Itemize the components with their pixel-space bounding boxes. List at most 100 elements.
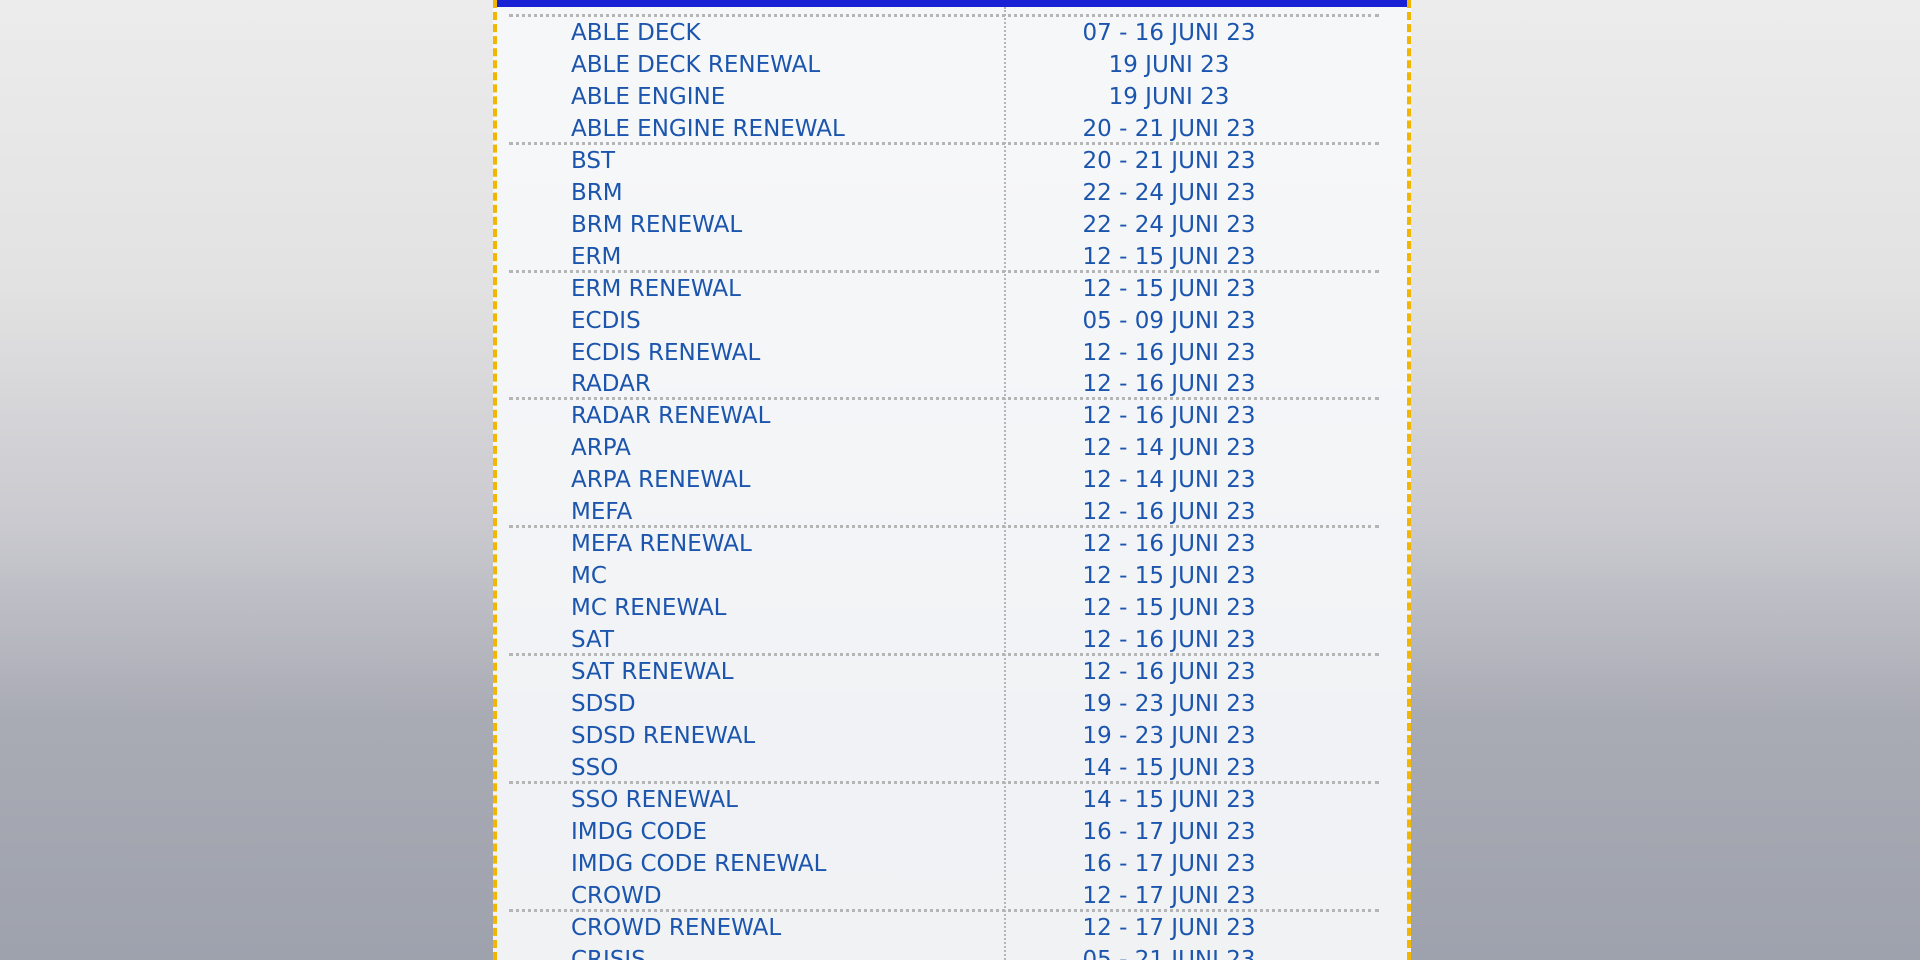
course-date: 12 - 17 JUNI 23 [1082,914,1256,941]
schedule-panel: ABLE DECK 07 - 16 JUNI 23 ABLE DECK RENEWA… [493,0,1411,960]
course-date: 16 - 17 JUNI 23 [1082,818,1256,845]
row-separator [509,525,1379,529]
course-name: MC RENEWAL [571,595,727,622]
course-name: CROWD [571,882,662,909]
table-row: CROWD 12 - 17 JUNI 23 [497,880,1407,912]
course-name: ARPA RENEWAL [571,467,751,494]
course-date: 12 - 16 JUNI 23 [1082,659,1256,685]
table-row: ERM 12 - 15 JUNI 23 [497,241,1407,273]
course-name: ARPA [571,435,631,462]
table-row: MEFA RENEWAL 12 - 16 JUNI 23 [497,528,1407,560]
course-name: BRM RENEWAL [571,211,743,238]
course-name: SDSD [571,690,636,717]
table-row: ECDIS 05 - 09 JUNI 23 [497,305,1407,337]
course-date: 22 - 24 JUNI 23 [1082,179,1256,206]
column-divider [1004,7,1006,960]
course-date: 12 - 17 JUNI 23 [1082,882,1256,909]
course-date: 19 JUNI 23 [1108,83,1230,110]
course-name: CRISIS [571,946,646,960]
course-name: IMDG CODE RENEWAL [571,850,827,877]
course-name: RADAR RENEWAL [571,403,771,430]
table-row: CROWD RENEWAL 12 - 17 JUNI 23 [497,912,1407,944]
table-row: SDSD 19 - 23 JUNI 23 [497,688,1407,720]
course-name: SSO [571,754,619,781]
row-separator [509,908,1379,912]
table-row: BRM 22 - 24 JUNI 23 [497,177,1407,209]
course-name: ABLE DECK [571,20,701,46]
course-date: 12 - 15 JUNI 23 [1082,275,1256,302]
table-row: SAT 12 - 16 JUNI 23 [497,624,1407,656]
course-name: ECDIS [571,307,641,334]
course-name: ABLE DECK RENEWAL [571,51,821,78]
row-separator [509,397,1379,401]
table-row: BRM RENEWAL 22 - 24 JUNI 23 [497,209,1407,241]
course-name: BRM [571,179,623,206]
row-separator [509,14,1379,17]
course-name: MC [571,563,607,590]
course-date: 19 - 23 JUNI 23 [1082,722,1256,749]
course-date: 12 - 14 JUNI 23 [1082,435,1256,462]
table-row: ARPA RENEWAL 12 - 14 JUNI 23 [497,464,1407,496]
course-date: 12 - 16 JUNI 23 [1082,627,1256,654]
table-row: BST 20 - 21 JUNI 23 [497,145,1407,177]
course-name: ABLE ENGINE RENEWAL [571,115,845,142]
table-row: IMDG CODE RENEWAL 16 - 17 JUNI 23 [497,848,1407,880]
course-name: BST [571,147,616,174]
table-row: MEFA 12 - 16 JUNI 23 [497,496,1407,528]
course-date: 14 - 15 JUNI 23 [1082,786,1256,813]
table-row: MC 12 - 15 JUNI 23 [497,560,1407,592]
course-date: 14 - 15 JUNI 23 [1082,754,1256,781]
course-name: ERM [571,243,622,270]
course-name: ECDIS RENEWAL [571,339,761,366]
row-separator [509,780,1379,784]
course-date: 12 - 14 JUNI 23 [1082,467,1256,494]
table-row: SAT RENEWAL 12 - 16 JUNI 23 [497,656,1407,688]
course-name: SAT RENEWAL [571,659,734,685]
course-date: 16 - 17 JUNI 23 [1082,850,1256,877]
course-date: 12 - 15 JUNI 23 [1082,243,1256,270]
row-separator [509,141,1379,145]
course-date: 05 - 21 JUNI 23 [1082,946,1256,960]
course-name: IMDG CODE [571,818,707,845]
table-row: ARPA 12 - 14 JUNI 23 [497,432,1407,464]
course-date: 12 - 16 JUNI 23 [1082,499,1256,526]
table-row: ABLE DECK 07 - 16 JUNI 23 [497,17,1407,49]
course-name: SAT [571,627,615,654]
top-bar [497,0,1407,7]
course-date: 07 - 16 JUNI 23 [1082,20,1256,46]
course-date: 12 - 15 JUNI 23 [1082,595,1256,622]
course-name: MEFA [571,499,633,526]
course-date: 20 - 21 JUNI 23 [1082,147,1256,174]
course-date: 12 - 16 JUNI 23 [1082,339,1256,366]
course-date: 20 - 21 JUNI 23 [1082,115,1256,142]
table-row: ABLE ENGINE 19 JUNI 23 [497,81,1407,113]
course-date: 22 - 24 JUNI 23 [1082,211,1256,238]
table-row: ABLE ENGINE RENEWAL 20 - 21 JUNI 23 [497,113,1407,145]
table-row: RADAR 12 - 16 JUNI 23 [497,368,1407,400]
course-name: ERM RENEWAL [571,275,741,302]
course-date: 12 - 16 JUNI 23 [1082,371,1256,398]
row-separator [509,653,1379,656]
table-row: IMDG CODE 16 - 17 JUNI 23 [497,816,1407,848]
row-separator [509,269,1379,273]
course-date: 05 - 09 JUNI 23 [1082,307,1256,334]
course-date: 19 JUNI 23 [1108,51,1230,78]
table-row: RADAR RENEWAL 12 - 16 JUNI 23 [497,400,1407,432]
course-date: 12 - 16 JUNI 23 [1082,403,1256,430]
course-name: RADAR [571,371,651,398]
course-name: SDSD RENEWAL [571,722,756,749]
table-row: SSO RENEWAL 14 - 15 JUNI 23 [497,784,1407,816]
course-date: 12 - 15 JUNI 23 [1082,563,1256,590]
course-date: 12 - 16 JUNI 23 [1082,531,1256,558]
table-row: MC RENEWAL 12 - 15 JUNI 23 [497,592,1407,624]
table-row: SDSD RENEWAL 19 - 23 JUNI 23 [497,720,1407,752]
course-name: ABLE ENGINE [571,83,726,110]
course-date: 19 - 23 JUNI 23 [1082,690,1256,717]
table-row: ECDIS RENEWAL 12 - 16 JUNI 23 [497,337,1407,369]
course-name: MEFA RENEWAL [571,531,752,558]
course-name: SSO RENEWAL [571,786,738,813]
table-row: ERM RENEWAL 12 - 15 JUNI 23 [497,273,1407,305]
course-name: CROWD RENEWAL [571,914,782,941]
